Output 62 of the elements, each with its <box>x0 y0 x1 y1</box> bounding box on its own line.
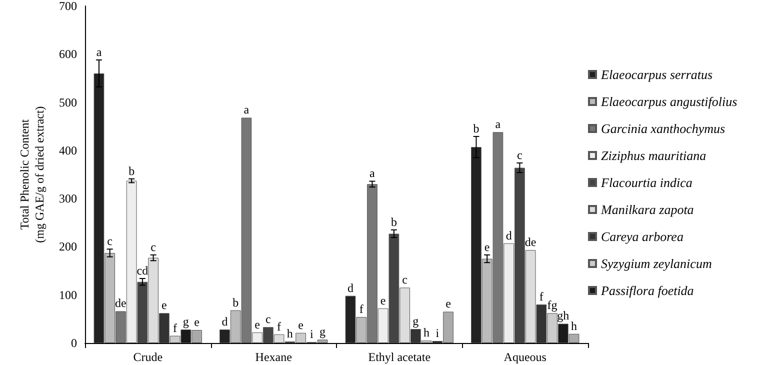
y-axis-title: Total Phenolic Content (mg GAE/g of dried extract) <box>18 106 46 243</box>
data-label: b <box>390 214 397 229</box>
legend-label: Passiflora foetida <box>600 283 694 298</box>
x-tick-label: Hexane <box>255 350 292 364</box>
data-label: f <box>173 320 178 335</box>
data-label: e <box>484 240 490 254</box>
legend-label: Syzygium zeylanicum <box>601 256 712 271</box>
data-label: g <box>320 324 326 339</box>
data-label: e <box>254 317 260 332</box>
y-tick-label: 300 <box>59 192 77 206</box>
data-label: e <box>446 296 451 311</box>
data-label: de <box>524 235 536 250</box>
data-label: a <box>370 166 376 180</box>
data-label: gh <box>557 308 570 323</box>
legend-label: Ziziphus mauritiana <box>601 148 707 163</box>
data-label: i <box>310 327 314 342</box>
data-label: b <box>128 164 135 178</box>
y-tick-label: 400 <box>59 143 77 158</box>
data-label: c <box>107 234 113 248</box>
data-label: e <box>298 318 304 332</box>
data-label: a <box>96 44 102 59</box>
x-tick-label: Aqueous <box>504 350 547 364</box>
data-label: e <box>194 315 200 329</box>
data-label: cd <box>136 263 148 278</box>
legend-label: Flacourtia indica <box>600 175 693 190</box>
data-label: c <box>266 312 271 326</box>
data-label: c <box>517 148 522 162</box>
data-label: i <box>436 326 440 340</box>
x-tick-label: Crude <box>133 350 163 364</box>
data-label: d <box>347 280 354 295</box>
y-tick-label: 0 <box>71 336 77 350</box>
data-label: e <box>380 293 386 308</box>
data-label: c <box>402 272 408 287</box>
legend-label: Elaeocarpus angustifolius <box>600 94 738 109</box>
data-label: a <box>244 102 250 117</box>
data-label: d <box>222 314 228 329</box>
y-tick-label: 500 <box>59 95 77 110</box>
data-label: h <box>571 318 578 333</box>
legend-label: Manilkara zapota <box>600 202 694 217</box>
data-label: f <box>539 289 544 304</box>
data-label: b <box>473 121 480 136</box>
y-tick-label: 100 <box>59 288 77 302</box>
x-tick-label: Ethyl acetate <box>368 350 431 364</box>
data-label: f <box>359 302 364 316</box>
data-label: g <box>412 314 419 328</box>
y-tick-label: 600 <box>59 47 77 62</box>
data-label: h <box>286 326 293 341</box>
data-label: d <box>506 228 512 242</box>
data-label: h <box>424 326 430 340</box>
data-label: f <box>277 319 282 334</box>
legend-label: Careya arborea <box>601 229 684 244</box>
y-tick-label: 200 <box>59 240 77 254</box>
data-label: e <box>162 298 167 312</box>
y-tick-label: 700 <box>59 0 77 13</box>
data-label: g <box>182 314 189 329</box>
legend-label: Garcinia xanthochymus <box>601 121 726 136</box>
data-label: de <box>115 296 126 310</box>
data-label: c <box>150 240 156 254</box>
data-label: b <box>232 295 239 310</box>
legend-label: Elaeocarpus serratus <box>600 67 713 82</box>
data-label: a <box>495 117 502 132</box>
data-label: fg <box>547 298 558 312</box>
